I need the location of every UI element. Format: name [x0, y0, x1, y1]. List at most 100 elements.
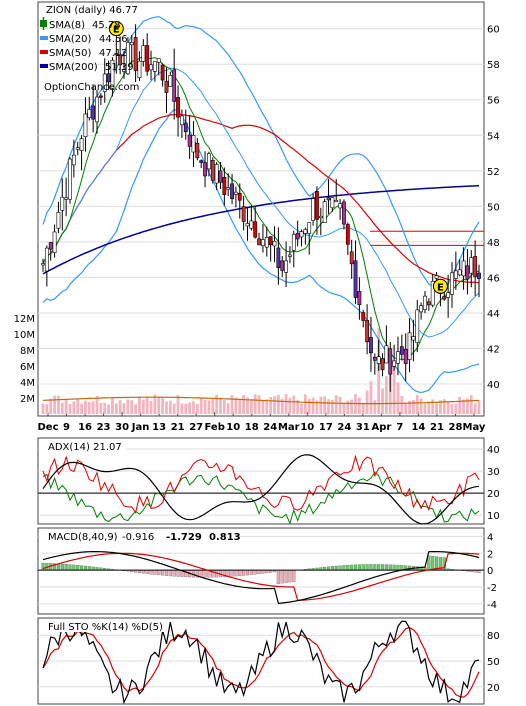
volume-bar: [68, 403, 72, 414]
candle-body: [141, 45, 146, 62]
sto-legend-text: Full STO %K(14) %D(5): [48, 622, 163, 633]
macd-histogram-bar: [377, 564, 381, 571]
volume-bar: [215, 394, 219, 414]
candle-body: [388, 348, 393, 375]
volume-bar: [458, 396, 462, 414]
volume-bar: [72, 401, 76, 414]
candle-body: [268, 236, 273, 246]
candle-body: [326, 197, 331, 201]
sto-y-tick-label: 50: [487, 657, 500, 668]
candle-body: [376, 356, 381, 364]
price-y-tick-label: 50: [487, 202, 500, 213]
x-tick-label: 10: [226, 422, 240, 433]
macd-histogram-bar: [168, 570, 172, 577]
candle-body: [226, 187, 231, 190]
macd-histogram-bar: [346, 565, 350, 571]
volume-bar: [435, 401, 438, 414]
candle-body: [207, 153, 211, 170]
candle-body: [149, 64, 153, 71]
macd-histogram-bar: [350, 564, 354, 571]
volume-bar: [419, 398, 423, 414]
candle-body: [210, 160, 215, 181]
volume-bar: [469, 395, 473, 414]
volume-bar: [57, 395, 60, 414]
macd-panel-frame: [37, 527, 485, 615]
volume-y-tick-label: 10M: [14, 330, 35, 341]
sma200-line: [42, 184, 480, 275]
earnings-marker: [108, 21, 124, 37]
volume-bar: [327, 399, 330, 414]
candle-body: [56, 212, 61, 229]
candle-body: [407, 332, 412, 360]
adx-legend-text: ADX(14) 21.07: [48, 442, 122, 453]
x-tick-label: Mar: [278, 422, 300, 433]
volume-bar: [404, 402, 408, 414]
macd-histogram-bar: [80, 565, 84, 571]
candle-body: [315, 191, 319, 220]
volume-bar: [292, 395, 296, 414]
candle-body: [203, 162, 207, 177]
candle-body: [152, 61, 157, 72]
volume-bar: [203, 399, 207, 414]
volume-bar: [230, 395, 234, 414]
volume-bar: [172, 403, 176, 414]
volume-bar: [265, 399, 269, 414]
earnings-marker-label: E: [437, 282, 444, 293]
upper-band: [42, 16, 480, 293]
macd-histogram-bar: [253, 570, 257, 575]
candle-body: [396, 351, 400, 364]
volume-bar: [319, 396, 323, 414]
candle-body: [392, 360, 397, 367]
adx-legend-bg: [40, 440, 126, 452]
volume-bar: [253, 394, 257, 414]
candle-body: [160, 64, 165, 81]
volume-bar: [369, 381, 373, 414]
candle-body: [477, 272, 481, 279]
candle-body: [372, 356, 377, 361]
macd-legend-bg: [40, 530, 236, 542]
sto-y-tick-label: 20: [487, 683, 500, 694]
volume-average-line: [42, 396, 480, 405]
legend-sma50-value: 47.12: [99, 48, 128, 59]
legend-sma20-value: 44.56: [99, 34, 128, 45]
legend-sma20: SMA(20) 44.56: [40, 34, 128, 45]
macd-histogram-bar: [280, 570, 284, 584]
volume-bar: [377, 328, 381, 414]
macd-y-tick-label: 4: [487, 532, 493, 543]
macd-histogram-bar: [361, 564, 365, 571]
volume-bar: [330, 399, 334, 414]
candle-body: [338, 203, 342, 209]
macd-histogram-bar: [87, 566, 91, 571]
volume-bar: [261, 400, 265, 414]
macd-histogram-bar: [230, 570, 234, 577]
candle-body: [384, 345, 389, 364]
candle-body: [430, 281, 435, 306]
candle-body: [276, 247, 281, 269]
candle-body: [446, 292, 451, 298]
macd-y-tick-label: 2: [487, 549, 493, 560]
volume-bar: [80, 403, 83, 414]
macd-histogram-bar: [257, 570, 261, 575]
candle-body: [307, 222, 312, 234]
macd-histogram-bar: [334, 565, 338, 571]
macd-histogram-bar: [176, 570, 180, 577]
candle-body: [75, 147, 80, 150]
macd-histogram-bar: [326, 566, 331, 571]
volume-y-tick-label: 6M: [20, 362, 35, 373]
candle-body: [415, 309, 420, 344]
candle-body: [303, 229, 308, 234]
volume-bar: [87, 402, 91, 414]
x-tick-label: 30: [115, 422, 129, 433]
candle-body: [234, 191, 238, 195]
price-y-tick-label: 46: [487, 273, 500, 284]
candle-body: [230, 183, 234, 200]
candle-body: [465, 265, 470, 280]
macd-histogram-bar: [161, 570, 165, 576]
macd-histogram-bar: [157, 570, 161, 576]
candle-body: [411, 336, 416, 341]
candle-body: [222, 177, 227, 195]
volume-y-tick-label: 8M: [20, 346, 35, 357]
volume-y-tick-label: 12M: [14, 314, 35, 325]
macd-histogram-bar: [357, 564, 361, 571]
